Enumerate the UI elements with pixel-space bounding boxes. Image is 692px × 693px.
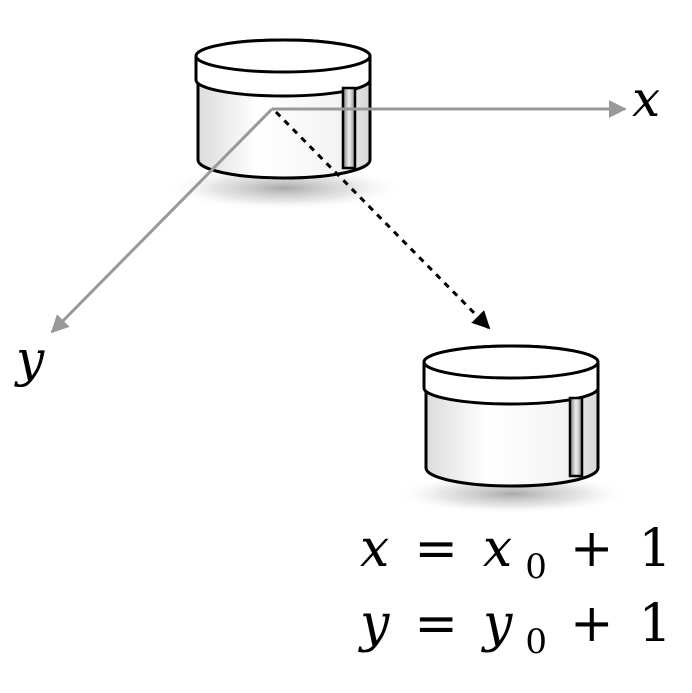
eq2-equals: = bbox=[414, 594, 458, 654]
eq2-plus: + bbox=[570, 594, 614, 654]
eq1-plus: + bbox=[570, 519, 614, 579]
eq1-lhs: x bbox=[360, 519, 389, 579]
y-axis-label: y bbox=[14, 330, 45, 388]
x-axis-label: x bbox=[632, 70, 660, 128]
eq1-subscript: 0 bbox=[525, 547, 547, 587]
eq2-constant: 1 bbox=[639, 594, 672, 654]
end-robot bbox=[394, 344, 630, 514]
end-robot-shadow bbox=[394, 474, 630, 514]
start-robot-shadow bbox=[164, 166, 404, 210]
eq2-var: y bbox=[481, 594, 513, 654]
equation-y: y = y 0 + 1 bbox=[358, 594, 672, 665]
start-robot bbox=[164, 38, 404, 210]
eq2-lhs: y bbox=[358, 594, 390, 654]
equation-x: x = x 0 + 1 bbox=[360, 519, 672, 590]
cylinder-robot-icon bbox=[422, 344, 600, 488]
cylinder-robot-icon bbox=[194, 38, 372, 180]
eq1-constant: 1 bbox=[638, 519, 671, 579]
svg-text:x = x: x = x 0 + 1 bbox=[360, 519, 672, 590]
displacement-arrow bbox=[274, 110, 491, 330]
eq1-equals: = bbox=[414, 519, 458, 579]
svg-text:y = y: y = y 0 + 1 bbox=[358, 594, 672, 665]
eq2-subscript: 0 bbox=[525, 622, 547, 662]
eq1-var: x bbox=[483, 519, 512, 579]
y-axis-arrow bbox=[50, 107, 274, 334]
